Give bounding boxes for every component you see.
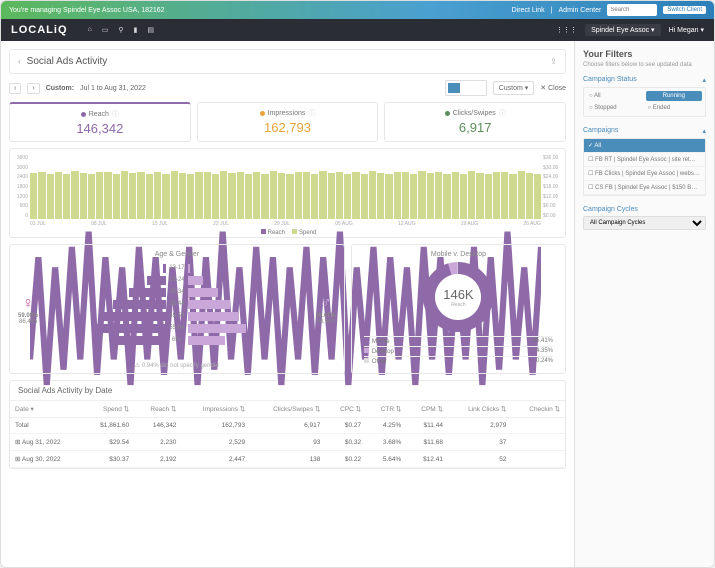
campaign-item[interactable]: ☐ FB RT | Spindel Eye Assoc | site ret… bbox=[584, 153, 705, 167]
page-title: Social Ads Activity bbox=[27, 56, 108, 67]
gender-note: ⚠ 0.94% did not specify gender bbox=[10, 362, 344, 369]
switch-client-button[interactable]: Switch Client bbox=[663, 6, 706, 14]
account-menu[interactable]: Spindel Eye Assoc ▾ bbox=[585, 24, 660, 36]
admin-center-link[interactable]: Admin Center bbox=[559, 7, 602, 14]
donut-chart: 146KReach bbox=[423, 262, 493, 332]
view-toggle[interactable] bbox=[445, 80, 487, 96]
status-option[interactable]: Running bbox=[646, 91, 703, 101]
kpi-clicks/swipes[interactable]: Clicks/Swipes ⓘ6,917 bbox=[384, 102, 566, 142]
cycles-select[interactable]: All Campaign Cycles bbox=[583, 216, 706, 230]
kpi-reach[interactable]: Reach ⓘ146,342 bbox=[9, 102, 191, 142]
grid-icon[interactable]: ⋮⋮⋮ bbox=[556, 26, 577, 34]
campaign-item[interactable]: ☐ CS FB | Spindel Eye Assoc | $150 BO… bbox=[584, 181, 705, 195]
filters-panel: Your Filters Choose filters below to see… bbox=[574, 41, 714, 567]
share-icon[interactable]: ⇪ bbox=[550, 57, 557, 66]
status-option[interactable]: ○ Ended bbox=[646, 103, 703, 113]
age-gender-panel: Age & Gender 13-1718-2425-3435-4445-5455… bbox=[9, 244, 345, 374]
collapse-icon[interactable]: ▴ bbox=[702, 127, 706, 135]
search-input[interactable] bbox=[607, 4, 657, 16]
nav-screen-icon[interactable]: ▭ bbox=[102, 26, 109, 34]
filters-title: Your Filters bbox=[583, 49, 706, 59]
female-icon: ♀ 59.08%86,465 bbox=[18, 295, 38, 325]
trend-chart: 360030002400180012006000 $36.00$30.00$24… bbox=[9, 148, 566, 238]
back-button[interactable]: ‹ bbox=[18, 57, 21, 66]
nav-chart-icon[interactable]: ▮ bbox=[134, 26, 138, 34]
managing-banner: You're managing Spindel Eye Assoc USA, 1… bbox=[1, 1, 714, 19]
campaign-item[interactable]: ☐ FB Clicks | Spindel Eye Assoc | webs… bbox=[584, 167, 705, 181]
banner-text: You're managing Spindel Eye Assoc USA, 1… bbox=[9, 7, 165, 14]
mobile-desktop-panel: Mobile v. Desktop 146KReach Mobile95.41%… bbox=[351, 244, 566, 374]
top-nav: LOCALiQ ⌂ ▭ ⚲ ▮ ▤ ⋮⋮⋮ Spindel Eye Assoc … bbox=[1, 19, 714, 41]
campaign-item[interactable]: ✓ All bbox=[584, 139, 705, 153]
date-next[interactable]: › bbox=[27, 83, 39, 94]
nav-people-icon[interactable]: ⚲ bbox=[118, 26, 123, 34]
logo: LOCALiQ bbox=[11, 24, 68, 36]
custom-button[interactable]: Custom ▾ bbox=[493, 81, 535, 95]
male-icon: ♂ 39.67%58,500 bbox=[315, 295, 335, 325]
close-button[interactable]: ✕ Close bbox=[540, 84, 566, 92]
status-option[interactable]: ○ Stopped bbox=[587, 103, 644, 113]
collapse-icon[interactable]: ▴ bbox=[702, 76, 706, 84]
kpi-impressions[interactable]: Impressions ⓘ162,793 bbox=[197, 102, 379, 142]
direct-link[interactable]: Direct Link bbox=[512, 7, 545, 14]
nav-card-icon[interactable]: ▤ bbox=[147, 26, 154, 34]
date-label: Custom: bbox=[46, 85, 74, 92]
date-range: Jul 1 to Aug 31, 2022 bbox=[80, 85, 146, 92]
nav-home-icon[interactable]: ⌂ bbox=[88, 26, 92, 34]
user-menu[interactable]: Hi Megan ▾ bbox=[669, 26, 704, 34]
date-prev[interactable]: ‹ bbox=[9, 83, 21, 94]
status-option[interactable]: ○ All bbox=[587, 91, 644, 101]
